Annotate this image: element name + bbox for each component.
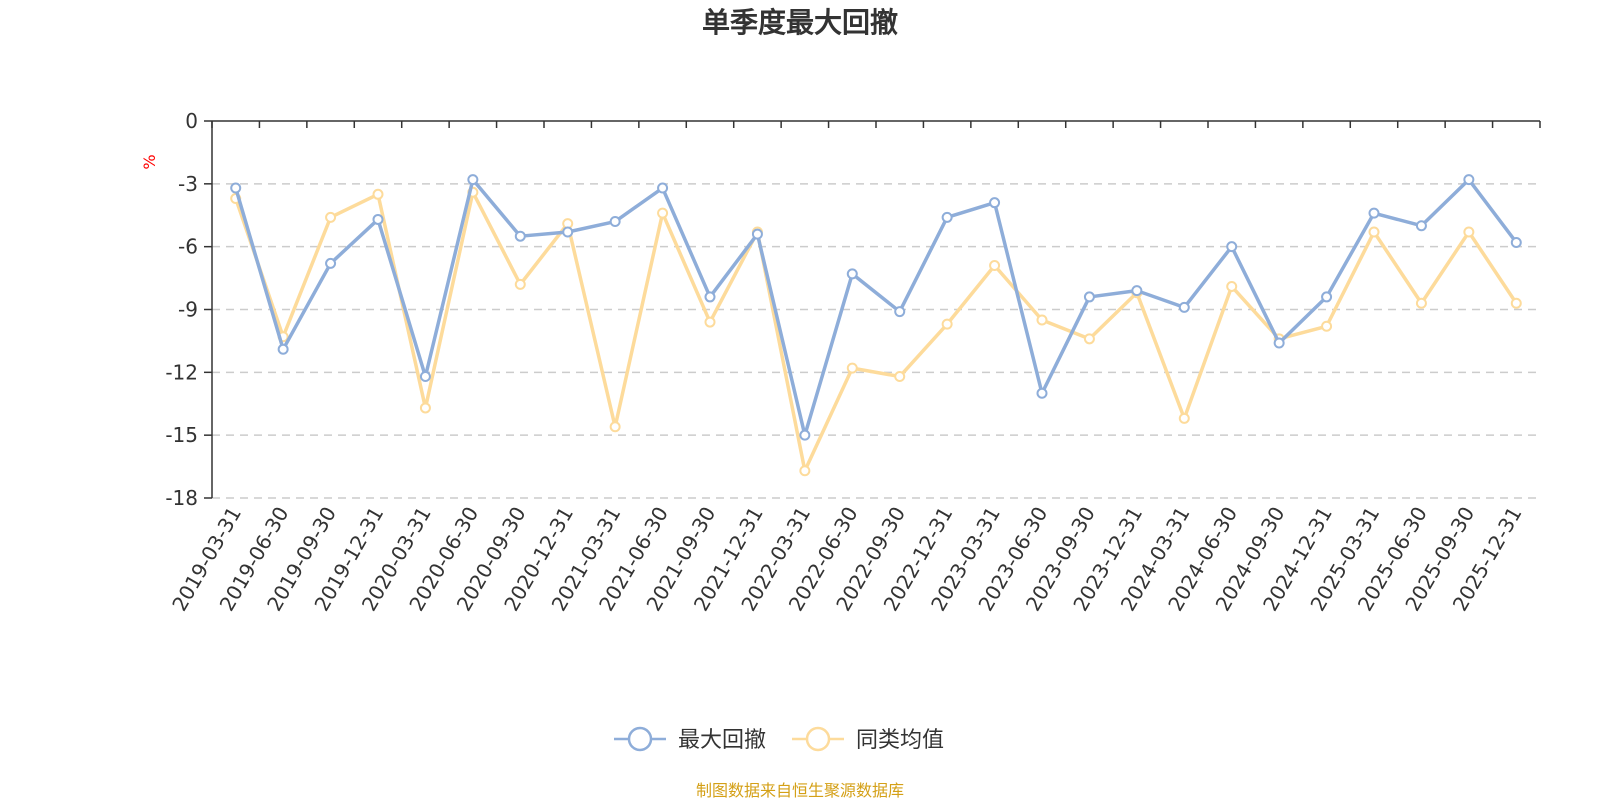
legend-label: 最大回撤 (678, 728, 766, 753)
data-point[interactable] (1083, 291, 1095, 303)
data-point[interactable] (1463, 174, 1475, 186)
data-point[interactable] (989, 197, 1001, 209)
y-tick-label: -15 (165, 423, 198, 447)
legend-item[interactable]: 同类均值 (792, 726, 944, 753)
data-point[interactable] (419, 371, 431, 383)
data-point[interactable] (514, 278, 526, 290)
data-point[interactable] (1036, 387, 1048, 399)
data-point[interactable] (325, 257, 337, 269)
data-point[interactable] (1321, 320, 1333, 332)
data-point[interactable] (1273, 337, 1285, 349)
data-point[interactable] (799, 429, 811, 441)
data-point[interactable] (1131, 285, 1143, 297)
y-tick-label: -18 (165, 486, 198, 510)
series-1 (230, 186, 1522, 477)
data-point[interactable] (751, 228, 763, 240)
data-point[interactable] (277, 343, 289, 355)
data-point[interactable] (1036, 314, 1048, 326)
data-point[interactable] (372, 213, 384, 225)
legend-label: 同类均值 (856, 728, 944, 753)
y-axis-unit: % (140, 154, 159, 169)
data-point[interactable] (372, 188, 384, 200)
legend-marker (805, 726, 831, 752)
data-point[interactable] (894, 306, 906, 318)
data-point[interactable] (609, 216, 621, 228)
data-point[interactable] (1510, 297, 1522, 309)
y-tick-label: -9 (178, 298, 198, 322)
y-tick-label: -12 (165, 360, 198, 384)
y-tick-label: -3 (178, 172, 198, 196)
data-point[interactable] (941, 211, 953, 223)
series-line (233, 190, 1519, 473)
data-point[interactable] (1178, 301, 1190, 313)
data-point[interactable] (609, 421, 621, 433)
data-point[interactable] (1368, 207, 1380, 219)
data-point[interactable] (799, 465, 811, 477)
data-point[interactable] (704, 316, 716, 328)
data-point[interactable] (657, 207, 669, 219)
data-point[interactable] (846, 362, 858, 374)
series (230, 174, 1522, 477)
y-axis-ticks: 0 -3 -6 -9 -12 -15 -18 (165, 109, 212, 510)
legend[interactable]: 最大回撤 同类均值 (614, 726, 944, 753)
data-point[interactable] (1415, 220, 1427, 232)
data-point[interactable] (1368, 226, 1380, 238)
data-point[interactable] (325, 211, 337, 223)
data-point[interactable] (1226, 280, 1238, 292)
data-point[interactable] (562, 226, 574, 238)
legend-marker (627, 726, 653, 752)
data-point[interactable] (1226, 241, 1238, 253)
data-source-note: 制图数据来自恒生聚源数据库 (696, 781, 904, 800)
data-point[interactable] (230, 182, 242, 194)
data-point[interactable] (704, 291, 716, 303)
data-point[interactable] (1463, 226, 1475, 238)
data-point[interactable] (846, 268, 858, 280)
chart-title: 单季度最大回撤 (702, 6, 898, 39)
data-point[interactable] (941, 318, 953, 330)
data-point[interactable] (989, 260, 1001, 272)
data-point[interactable] (514, 230, 526, 242)
data-point[interactable] (1321, 291, 1333, 303)
data-point[interactable] (1415, 297, 1427, 309)
data-point[interactable] (1510, 236, 1522, 248)
legend-item[interactable]: 最大回撤 (614, 726, 766, 753)
data-point[interactable] (1178, 412, 1190, 424)
series-line (233, 177, 1519, 437)
series-0 (230, 174, 1522, 441)
data-point[interactable] (419, 402, 431, 414)
y-tick-label: -6 (178, 235, 198, 259)
data-point[interactable] (467, 174, 479, 186)
data-point[interactable] (657, 182, 669, 194)
data-point[interactable] (1083, 333, 1095, 345)
y-tick-label: 0 (185, 109, 198, 133)
data-point[interactable] (894, 371, 906, 383)
